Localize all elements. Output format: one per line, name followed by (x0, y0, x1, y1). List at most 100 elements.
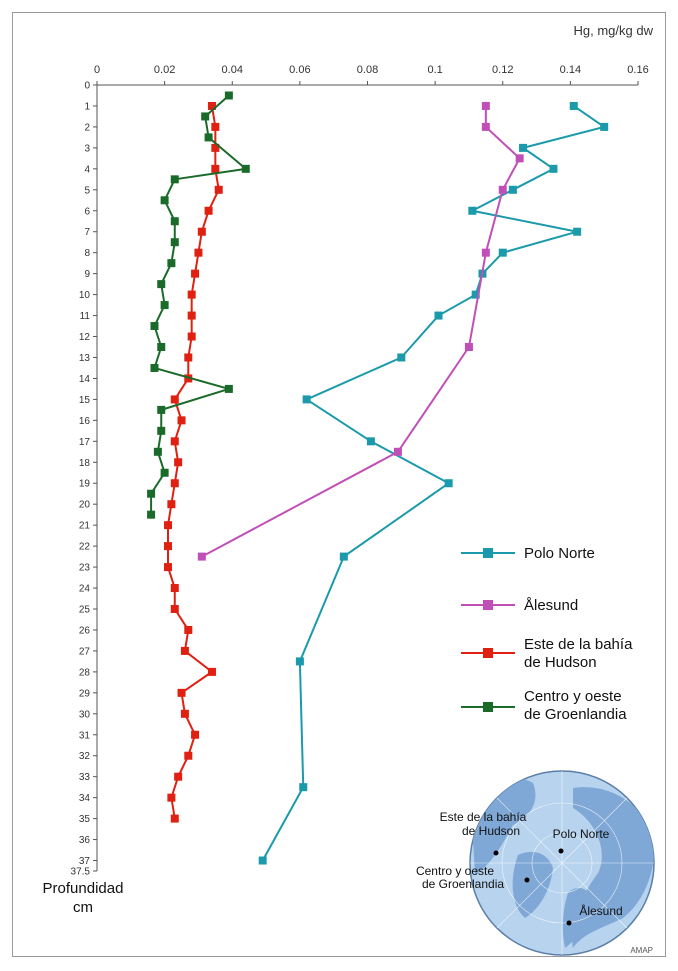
data-point-este-de-la-bahia-de-hudson (207, 101, 216, 110)
map-label-hudson-line1: Este de la bahía (440, 810, 527, 824)
y-label-line1: Profundidad (43, 880, 124, 897)
data-point-polo-norte (508, 185, 517, 194)
data-point-este-de-la-bahia-de-hudson (170, 584, 179, 593)
x-tick-label: 0.02 (154, 64, 175, 76)
legend-label-hudson-line1: Este de la bahía (524, 636, 633, 653)
y-tick-label: 26 (79, 625, 91, 636)
data-point-este-de-la-bahia-de-hudson (211, 143, 220, 152)
data-point-este-de-la-bahia-de-hudson (180, 709, 189, 718)
y-tick-label: 10 (79, 290, 91, 301)
y-tick-label: 19 (79, 479, 91, 490)
map-land-eurasia (572, 787, 654, 948)
data-point-centro-y-oeste-de-groenlandia (157, 280, 166, 289)
data-point-centro-y-oeste-de-groenlandia (157, 405, 166, 414)
data-point-polo-norte (471, 290, 480, 299)
credit-amap: AMAP (630, 946, 653, 955)
data-point-este-de-la-bahia-de-hudson (164, 521, 173, 530)
data-point-este-de-la-bahia-de-hudson (191, 269, 200, 278)
data-point-este-de-la-bahia-de-hudson (184, 751, 193, 760)
data-point-este-de-la-bahia-de-hudson (174, 772, 183, 781)
x-tick-label: 0.04 (222, 64, 243, 76)
data-point-este-de-la-bahia-de-hudson (170, 479, 179, 488)
data-point-este-de-la-bahia-de-hudson (167, 500, 176, 509)
legend-marker-hudson (483, 648, 493, 658)
figure-frame: Hg, mg/kg dw 0 0.02 0.04 0.06 0.08 0.1 0.12 0.1… (12, 12, 666, 957)
data-point-este-de-la-bahia-de-hudson (211, 164, 220, 173)
legend-marker-alesund (483, 600, 493, 610)
y-tick-label: 33 (79, 772, 91, 783)
y-tick-label: 9 (84, 269, 90, 280)
y-tick-label: 7 (84, 227, 90, 238)
data-point-polo-norte (498, 248, 507, 257)
data-point-este-de-la-bahia-de-hudson (180, 646, 189, 655)
y-tick-label: 35 (79, 814, 91, 825)
data-point-centro-y-oeste-de-groenlandia (201, 112, 210, 121)
data-point-este-de-la-bahia-de-hudson (184, 625, 193, 634)
data-point-este-de-la-bahia-de-hudson (174, 458, 183, 467)
data-point-este-de-la-bahia-de-hudson (184, 353, 193, 362)
map-label-alesund: Ålesund (579, 903, 622, 918)
data-point-centro-y-oeste-de-groenlandia (204, 133, 213, 142)
y-tick-label: 23 (79, 563, 91, 574)
y-tick-label: 3 (84, 143, 90, 154)
y-tick-label: 17 (79, 437, 91, 448)
data-point-centro-y-oeste-de-groenlandia (160, 468, 169, 477)
legend-label-hudson-line2: de Hudson (524, 654, 597, 671)
y-tick-label: 24 (79, 584, 91, 595)
data-point-polo-norte (339, 552, 348, 561)
y-tick-label: 5 (84, 185, 90, 196)
data-point-centro-y-oeste-de-groenlandia (170, 175, 179, 184)
x-tick-label: 0.08 (357, 64, 378, 76)
legend-marker-polo-norte (483, 548, 493, 558)
map-land-scandinavia (562, 887, 593, 948)
data-point-este-de-la-bahia-de-hudson (204, 206, 213, 215)
y-tick-group: 0123456789101112131415161718192021222324… (71, 81, 97, 878)
y-tick-label: 32 (79, 751, 91, 762)
y-tick-label: 1 (84, 101, 90, 112)
data-point-polo-norte (444, 479, 453, 488)
y-tick-label: 25 (79, 605, 91, 616)
legend-marker-groenlandia (483, 702, 493, 712)
data-point-este-de-la-bahia-de-hudson (194, 248, 203, 257)
data-point-centro-y-oeste-de-groenlandia (170, 217, 179, 226)
x-tick-label: 0.1 (427, 64, 442, 76)
x-tick-group: 0 0.02 0.04 0.06 0.08 0.1 0.12 0.14 0.16 (94, 64, 649, 85)
data-point-centro-y-oeste-de-groenlandia (160, 196, 169, 205)
y-tick-label: 27 (79, 646, 91, 657)
legend: Polo Norte Ålesund Este de la bahía de H… (461, 545, 633, 723)
data-point-este-de-la-bahia-de-hudson (191, 730, 200, 739)
data-point-polo-norte (549, 164, 558, 173)
y-tick-label: 0 (84, 81, 90, 92)
y-tick-label: 29 (79, 688, 91, 699)
data-point-este-de-la-bahia-de-hudson (177, 688, 186, 697)
data-point-polo-norte (468, 206, 477, 215)
data-point-este-de-la-bahia-de-hudson (164, 542, 173, 551)
map-dot-hudson (493, 850, 499, 856)
y-tick-label: 20 (79, 500, 91, 511)
x-tick-label: 0.06 (289, 64, 310, 76)
map-label-groenlandia-line1: Centro y oeste (416, 864, 494, 878)
data-point-alesund (197, 552, 206, 561)
data-point-este-de-la-bahia-de-hudson (214, 185, 223, 194)
data-point-este-de-la-bahia-de-hudson (187, 290, 196, 299)
data-point-alesund (481, 122, 490, 131)
data-point-alesund (393, 447, 402, 456)
map-graticule (470, 771, 654, 955)
data-point-este-de-la-bahia-de-hudson (177, 416, 186, 425)
legend-label-alesund: Ålesund (524, 597, 578, 614)
data-point-centro-y-oeste-de-groenlandia (224, 384, 233, 393)
data-point-este-de-la-bahia-de-hudson (207, 667, 216, 676)
data-point-centro-y-oeste-de-groenlandia (150, 363, 159, 372)
y-tick-label: 8 (84, 248, 90, 259)
y-tick-label: 2 (84, 122, 90, 133)
x-tick-label: 0.14 (560, 64, 581, 76)
y-tick-label: 36 (79, 835, 91, 846)
y-tick-label: 14 (79, 374, 91, 385)
chart-svg: Hg, mg/kg dw 0 0.02 0.04 0.06 0.08 0.1 0.12 0.1… (43, 23, 655, 956)
map-dot-pole (558, 848, 564, 854)
x-tick-label: 0.12 (492, 64, 513, 76)
data-point-polo-norte (600, 122, 609, 131)
y-tick-label: 11 (80, 311, 91, 322)
y-tick-label: 18 (79, 458, 91, 469)
data-point-este-de-la-bahia-de-hudson (170, 814, 179, 823)
